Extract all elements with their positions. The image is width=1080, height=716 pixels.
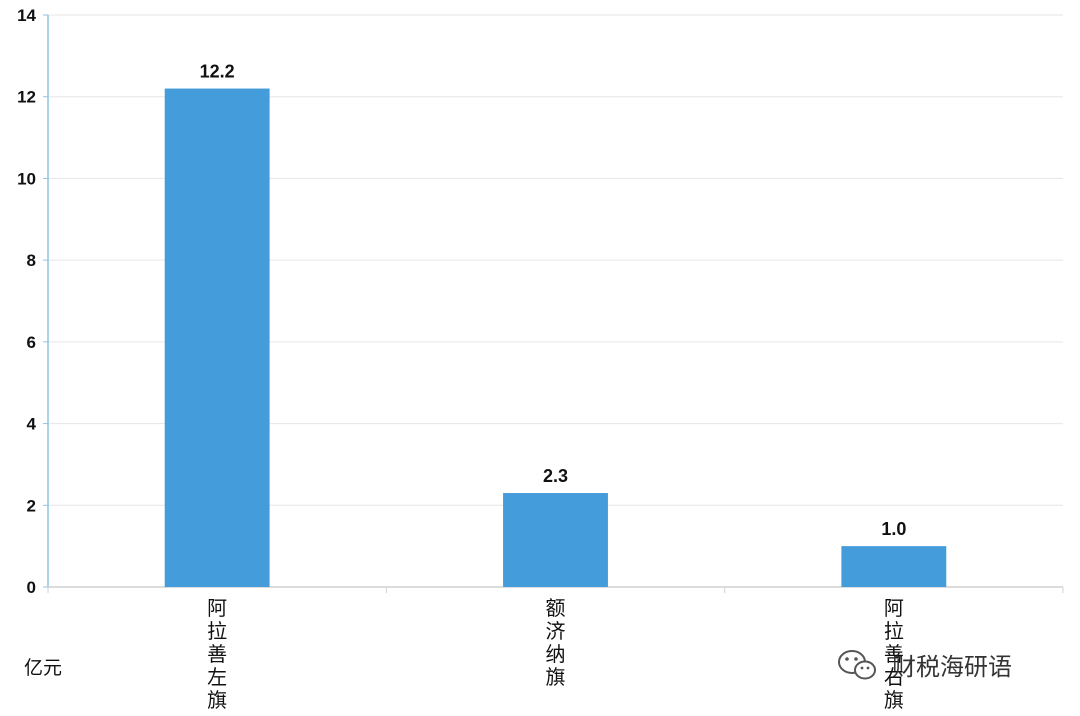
x-tick-label: 额济纳旗: [546, 596, 566, 689]
y-tick-label: 6: [27, 333, 36, 352]
wechat-icon: [838, 650, 876, 680]
bar: [841, 546, 947, 587]
y-tick-label: 2: [27, 496, 36, 515]
y-tick-label: 14: [17, 6, 36, 25]
y-tick-label: 12: [17, 88, 36, 107]
bar: [164, 88, 270, 588]
labels: 0 2 4 6 8 10 12 14 12.2 阿拉善左旗 2.3 额济纳旗 1.0 阿拉善右旗: [17, 6, 906, 712]
data-label: 1.0: [881, 519, 906, 539]
bars: [164, 88, 947, 588]
y-tick-label: 10: [17, 169, 36, 188]
y-tick-label: 8: [27, 251, 36, 270]
y-tick-label: 4: [27, 415, 37, 434]
x-tick-label: 阿拉善左旗: [207, 596, 227, 712]
y-tick-label: 0: [27, 578, 36, 597]
watermark: 财税海研语: [838, 650, 1012, 681]
bar: [503, 493, 608, 587]
y-unit-label: 亿元: [24, 657, 62, 679]
watermark-text: 财税海研语: [892, 653, 1012, 681]
data-label: 12.2: [200, 62, 235, 82]
data-label: 2.3: [543, 466, 568, 486]
x-tick-label: 阿拉善右旗: [884, 596, 904, 712]
